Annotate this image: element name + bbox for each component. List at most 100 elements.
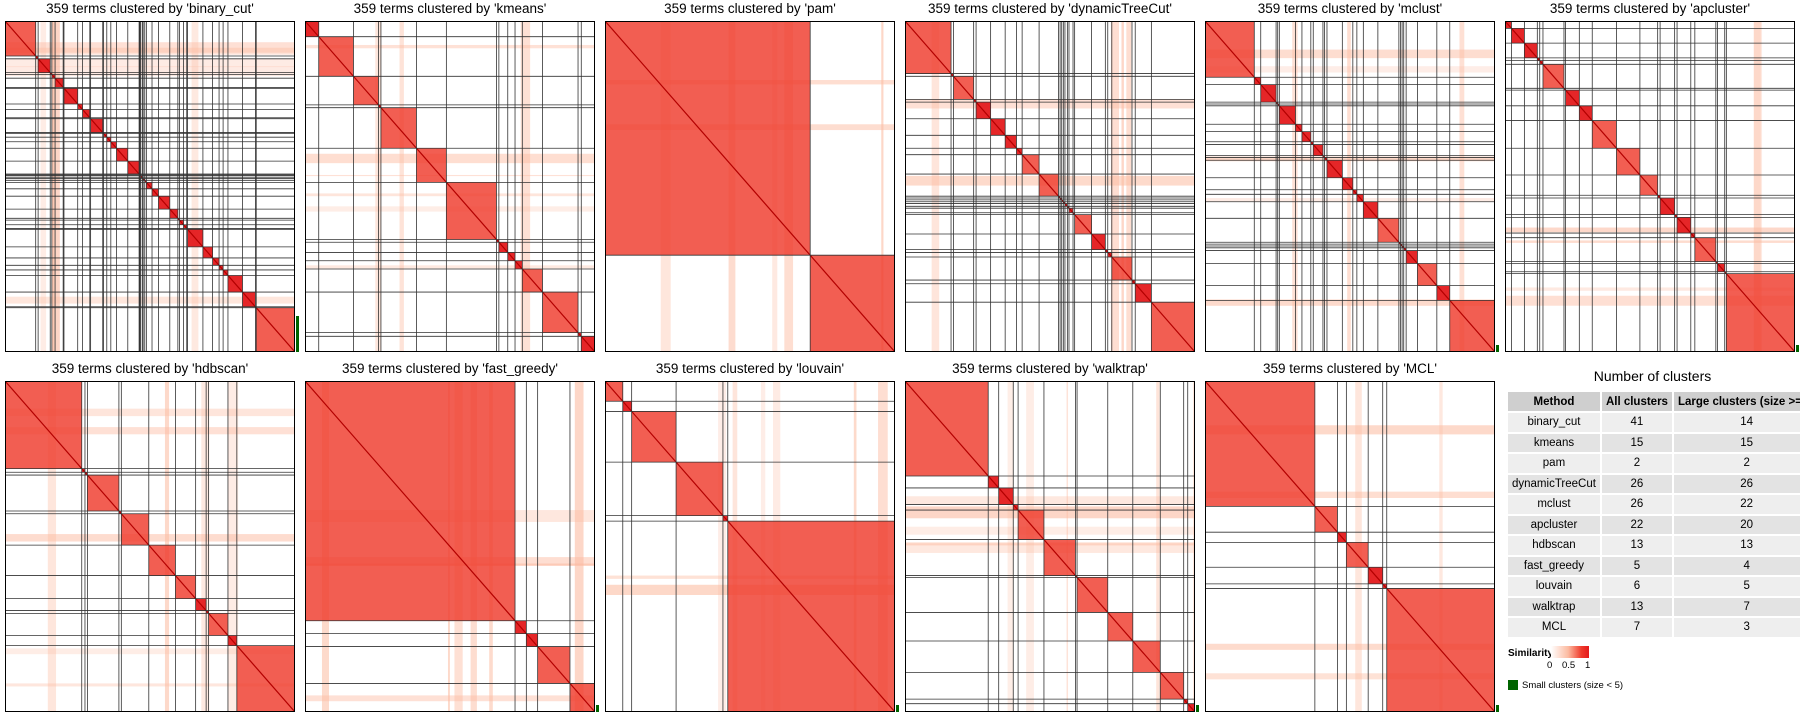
small-cluster-indicator: [296, 316, 299, 352]
cell-method: kmeans: [1508, 433, 1600, 452]
cross-similarity-band: [305, 153, 595, 164]
cross-similarity-band: [1205, 198, 1495, 202]
cross-similarity-band: [931, 21, 940, 352]
heatmap-panel-binary_cut: 359 terms clustered by 'binary_cut': [0, 0, 300, 360]
cross-similarity-band: [881, 21, 884, 352]
cross-similarity-band: [1121, 21, 1124, 352]
cross-similarity-band: [905, 496, 1195, 504]
cross-similarity-band: [718, 381, 727, 712]
cell-all-clusters: 13: [1601, 597, 1672, 616]
cell-all-clusters: 7: [1601, 618, 1672, 637]
cross-similarity-band: [5, 648, 295, 655]
small-cluster-indicator: [1796, 345, 1799, 352]
heatmap-frame: [1205, 381, 1495, 712]
small-cluster-legend-label: Small clusters (size < 5): [1522, 680, 1624, 691]
cross-similarity-band: [1292, 21, 1298, 352]
table-row: apcluster 22 20: [1508, 515, 1800, 534]
cell-large-clusters: 2: [1673, 454, 1800, 473]
similarity-heatmap: [305, 381, 595, 712]
panel-title: 359 terms clustered by 'louvain': [655, 361, 845, 376]
cell-method: MCL: [1508, 618, 1600, 637]
panel-title: 359 terms clustered by 'hdbscan': [51, 361, 249, 376]
cell-large-clusters: 26: [1673, 474, 1800, 493]
cell-all-clusters: 26: [1601, 474, 1672, 493]
cross-similarity-band: [1205, 643, 1495, 650]
self-similarity-diagonal: [605, 381, 895, 712]
small-cluster-indicator: [1496, 345, 1499, 352]
panel-title: 359 terms clustered by 'mclust': [1257, 1, 1443, 16]
self-similarity-diagonal: [1205, 381, 1495, 712]
cell-large-clusters: 7: [1673, 597, 1800, 616]
heatmap-frame: [305, 21, 595, 352]
cross-similarity-band: [40, 21, 47, 352]
legend-tick: 0: [1547, 660, 1553, 671]
heatmap-panel-apcluster: 359 terms clustered by 'apcluster': [1500, 0, 1800, 360]
panel-title: 359 terms clustered by 'dynamicTreeCut': [927, 1, 1172, 16]
cell-all-clusters: 6: [1601, 577, 1672, 596]
similarity-color-scale: [1551, 646, 1589, 658]
cell-large-clusters: 22: [1673, 495, 1800, 514]
table-row: kmeans 15 15: [1508, 433, 1800, 452]
cell-method: pam: [1508, 454, 1600, 473]
panel-title: 359 terms clustered by 'apcluster': [1549, 1, 1751, 16]
similarity-heatmap: [1205, 21, 1495, 352]
cross-similarity-band: [1026, 381, 1034, 712]
cell-large-clusters: 4: [1673, 556, 1800, 575]
cell-large-clusters: 20: [1673, 515, 1800, 534]
heatmap-panel-MCL: 359 terms clustered by 'MCL': [1200, 360, 1500, 720]
cross-similarity-band: [1205, 425, 1495, 435]
cross-similarity-band: [1110, 21, 1119, 352]
heatmap-frame: [1205, 21, 1495, 352]
self-similarity-diagonal: [5, 21, 295, 352]
similarity-heatmap: [5, 21, 295, 352]
cross-similarity-band: [305, 44, 595, 49]
cross-similarity-band: [1205, 66, 1495, 73]
small-cluster-indicator: [896, 705, 899, 712]
table-row: walktrap 13 7: [1508, 597, 1800, 616]
summary-title: Number of clusters: [1593, 368, 1712, 384]
cell-all-clusters: 41: [1601, 413, 1672, 432]
similarity-heatmap: [605, 381, 895, 712]
cross-similarity-band: [520, 21, 531, 352]
cell-method: binary_cut: [1508, 413, 1600, 432]
cross-similarity-band: [1205, 673, 1495, 680]
small-cluster-indicator: [1496, 705, 1499, 712]
cross-similarity-band: [5, 427, 295, 435]
similarity-heatmap: [605, 21, 895, 352]
small-cluster-swatch: [1508, 680, 1518, 690]
cross-similarity-band: [305, 265, 595, 269]
similarity-heatmap: [1505, 21, 1795, 352]
panel-title: 359 terms clustered by 'walktrap': [952, 361, 1148, 376]
heatmap-panel-pam: 359 terms clustered by 'pam': [600, 0, 900, 360]
cell-all-clusters: 13: [1601, 536, 1672, 555]
panel-title: 359 terms clustered by 'fast_greedy': [341, 361, 558, 376]
table-row: MCL 7 3: [1508, 618, 1800, 637]
table-row: dynamicTreeCut 26 26: [1508, 474, 1800, 493]
cross-similarity-band: [1205, 299, 1495, 306]
heatmap-frame: [605, 21, 895, 352]
table-header-row: Method All clusters Large clusters (size…: [1508, 392, 1800, 411]
panel-title: 359 terms clustered by 'binary_cut': [46, 1, 254, 16]
panel-title: 359 terms clustered by 'kmeans': [353, 1, 547, 16]
table-row: fast_greedy 5 4: [1508, 556, 1800, 575]
self-similarity-diagonal: [1205, 21, 1495, 352]
cross-similarity-band: [1505, 240, 1795, 243]
cell-large-clusters: 5: [1673, 577, 1800, 596]
small-cluster-indicator: [1196, 705, 1199, 712]
cell-all-clusters: 26: [1601, 495, 1672, 514]
cross-similarity-band: [51, 21, 60, 352]
table-row: hdbscan 13 13: [1508, 536, 1800, 555]
similarity-heatmap: [905, 21, 1195, 352]
legend-tick: 0.5: [1562, 660, 1576, 671]
heatmap-panel-walktrap: 359 terms clustered by 'walktrap': [900, 360, 1200, 720]
cross-similarity-band: [1205, 491, 1495, 499]
cell-all-clusters: 2: [1601, 454, 1672, 473]
cross-similarity-band: [5, 47, 295, 55]
table-row: mclust 26 22: [1508, 495, 1800, 514]
cell-large-clusters: 3: [1673, 618, 1800, 637]
cross-similarity-band: [227, 381, 239, 712]
cross-similarity-band: [5, 66, 295, 77]
cross-similarity-band: [1753, 21, 1763, 352]
heatmap-frame: [605, 381, 895, 712]
heatmap-frame: [1505, 21, 1795, 352]
